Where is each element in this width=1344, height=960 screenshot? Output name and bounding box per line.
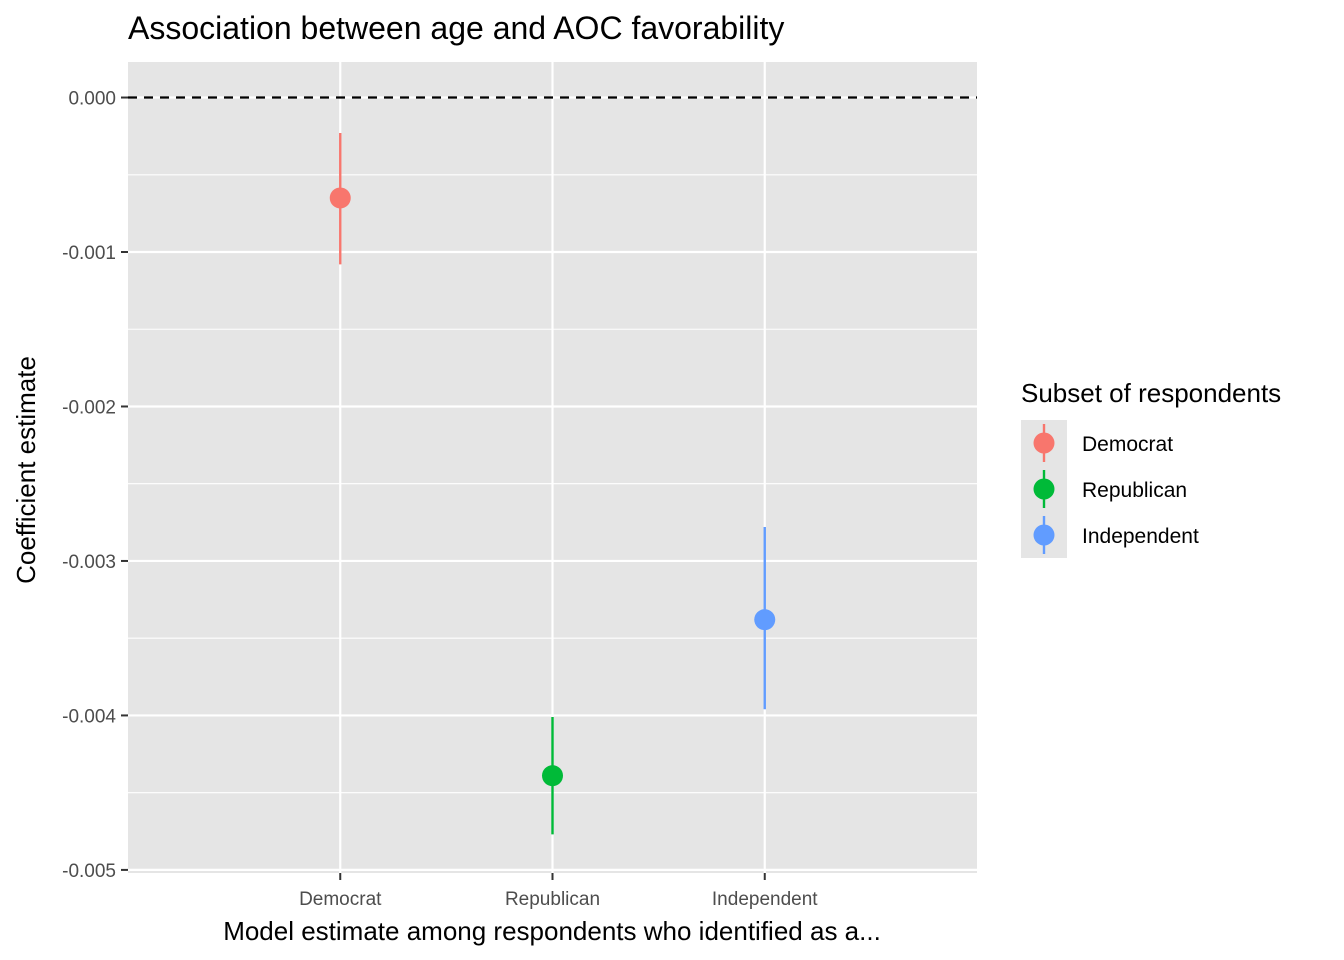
legend: Subset of respondents Democrat Republican… — [1021, 378, 1281, 558]
x-tick-label: Independent — [712, 889, 818, 910]
y-tick-label: -0.005 — [62, 861, 116, 882]
point-democrat — [329, 187, 351, 209]
legend-title: Subset of respondents — [1021, 378, 1281, 408]
legend-label: Independent — [1082, 525, 1199, 548]
x-axis: Democrat Republican Independent — [299, 873, 818, 910]
legend-key-point — [1033, 432, 1055, 454]
point-independent — [754, 609, 776, 631]
point-republican — [542, 765, 563, 787]
x-axis-title: Model estimate among respondents who ide… — [223, 916, 881, 946]
y-tick-label: -0.003 — [62, 552, 116, 573]
x-tick-label: Democrat — [299, 889, 382, 910]
y-tick-label: -0.004 — [62, 706, 116, 727]
legend-label: Democrat — [1082, 433, 1173, 456]
legend-key-point — [1033, 524, 1055, 546]
legend-key-point — [1033, 478, 1055, 500]
y-tick-label: 0.000 — [68, 89, 116, 110]
major-gridlines — [128, 62, 977, 873]
legend-label: Republican — [1082, 479, 1187, 502]
y-tick-label: -0.002 — [62, 397, 116, 418]
y-axis: 0.000 -0.001 -0.002 -0.003 -0.004 -0.005 — [62, 89, 128, 882]
y-axis-title: Coefficient estimate — [11, 356, 41, 584]
y-tick-label: -0.001 — [62, 243, 116, 264]
x-tick-label: Republican — [505, 889, 600, 910]
point-ranges — [329, 133, 776, 835]
chart-title: Association between age and AOC favorabi… — [128, 10, 784, 46]
